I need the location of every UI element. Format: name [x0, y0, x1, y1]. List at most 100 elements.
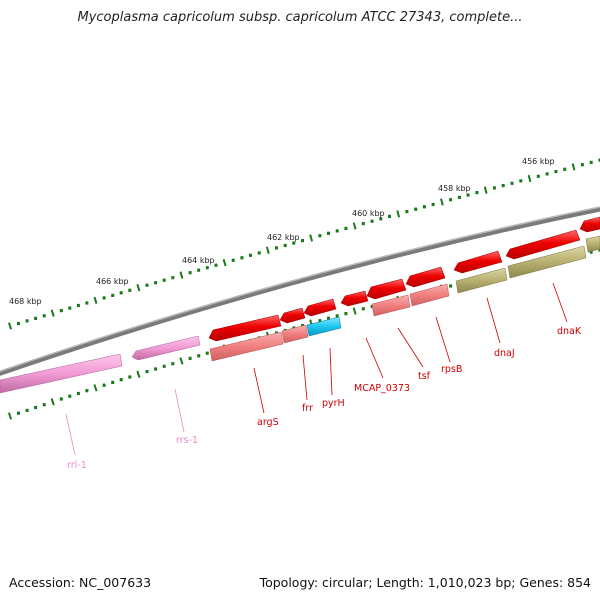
label-rpsb[interactable]: rpsB	[441, 364, 462, 375]
outer-ruler-minor-tick	[580, 163, 584, 167]
inner-ruler-major-tick	[136, 370, 141, 378]
inner-ruler-minor-tick	[85, 389, 89, 393]
gene-arrow-mcap0373[interactable]	[340, 290, 369, 307]
feature-track	[0, 235, 600, 394]
feature-bar-olive-3[interactable]	[455, 267, 508, 294]
inner-ruler-minor-tick	[361, 307, 365, 311]
inner-ruler-minor-tick	[59, 397, 63, 401]
outer-ruler-minor-tick	[563, 167, 567, 171]
label-mcap0373[interactable]: MCAP_0373	[354, 383, 410, 394]
inner-ruler-minor-tick	[119, 378, 123, 382]
outer-ruler-minor-tick	[59, 309, 63, 313]
gene-labels: dnaK dnaJ rpsB tsf MCAP_0373 pyrH frr ar…	[65, 282, 582, 471]
outer-ruler-major-tick	[8, 322, 12, 330]
feature-bar-rrl1[interactable]	[0, 353, 123, 394]
label-dnak[interactable]: dnaK	[557, 326, 582, 337]
outer-ruler-minor-tick	[188, 271, 192, 275]
inner-ruler-minor-tick	[188, 356, 192, 360]
outer-ruler-minor-tick	[457, 195, 461, 200]
outer-ruler-major-tick	[352, 222, 357, 230]
ruler-label-468: 468 kbp	[9, 297, 42, 306]
label-rrs1[interactable]: rrs-1	[176, 435, 198, 446]
outer-ruler-minor-tick	[145, 283, 149, 287]
outer-ruler-minor-tick	[292, 241, 296, 245]
feature-bar-olive-1[interactable]	[585, 235, 600, 253]
outer-ruler-minor-tick	[154, 281, 158, 285]
outer-ruler-minor-tick	[76, 303, 80, 308]
label-dnaj[interactable]: dnaJ	[494, 348, 515, 359]
feature-bar-olive-2[interactable]	[507, 245, 587, 279]
label-args[interactable]: argS	[257, 417, 279, 428]
outer-ruler-minor-tick	[318, 234, 322, 238]
outer-ruler-major-tick	[50, 309, 55, 317]
outer-ruler-major-tick	[571, 163, 576, 171]
inner-ruler-minor-tick	[335, 314, 339, 318]
inner-ruler-major-tick	[7, 412, 13, 420]
outer-ruler-minor-tick	[171, 276, 175, 280]
outer-ruler-minor-tick	[510, 181, 514, 185]
outer-ruler-minor-tick	[501, 184, 505, 188]
inner-ruler-major-tick	[93, 384, 98, 392]
gene-arrow-dnaj[interactable]	[453, 250, 503, 274]
genome-backbone-highlight	[0, 206, 600, 373]
ruler-label-464: 464 kbp	[182, 256, 215, 265]
gene-arrow-extra[interactable]	[579, 216, 600, 233]
inner-ruler-minor-tick	[344, 312, 348, 316]
outer-ruler-minor-tick	[589, 160, 593, 165]
outer-ruler-minor-tick	[422, 205, 426, 209]
genome-backbone	[0, 206, 600, 376]
outer-ruler-minor-tick	[249, 253, 252, 257]
outer-ruler-minor-tick	[68, 306, 72, 310]
outer-ruler-minor-tick	[554, 170, 558, 174]
inner-ruler-major-tick	[352, 307, 357, 315]
outer-ruler-minor-tick	[214, 263, 218, 267]
outer-ruler-major-tick	[309, 234, 314, 242]
outer-ruler-major-tick	[136, 284, 141, 292]
outer-ruler-minor-tick	[379, 217, 383, 221]
inner-ruler-minor-tick	[162, 364, 166, 368]
feature-bar-salmon-3[interactable]	[281, 324, 309, 344]
inner-ruler-minor-tick	[17, 411, 20, 415]
outer-ruler-minor-tick	[301, 239, 304, 243]
outer-ruler-minor-tick	[17, 321, 20, 326]
feature-bar-salmon-4[interactable]	[209, 331, 284, 362]
feature-bar-cyan[interactable]	[306, 316, 342, 337]
label-tsf[interactable]: tsf	[418, 371, 431, 382]
outer-ruler-minor-tick	[475, 191, 479, 195]
feature-bar-salmon-1[interactable]	[409, 283, 450, 307]
label-pyrh[interactable]: pyrH	[322, 398, 345, 409]
gene-arrow-rpsb[interactable]	[405, 266, 446, 288]
outer-ruler-minor-tick	[231, 258, 235, 262]
outer-ruler-minor-tick	[34, 316, 38, 320]
label-rrl1[interactable]: rrl-1	[67, 460, 87, 471]
outer-ruler-minor-tick	[388, 214, 391, 219]
outer-ruler-minor-tick	[111, 293, 115, 297]
gene-arrow-frr[interactable]	[279, 307, 306, 324]
inner-ruler-minor-tick	[145, 370, 149, 374]
genome-summary-text: Topology: circular; Length: 1,010,023 bp…	[259, 575, 591, 590]
inner-ruler-minor-tick	[76, 391, 80, 396]
outer-ruler-minor-tick	[240, 256, 244, 260]
outer-ruler-minor-tick	[405, 210, 409, 214]
ruler-label-466: 466 kbp	[96, 277, 129, 286]
outer-ruler-minor-tick	[283, 243, 287, 248]
gene-arrow-args[interactable]	[208, 314, 282, 342]
gene-arrow-tsf[interactable]	[366, 278, 407, 300]
feature-bar-salmon-2[interactable]	[371, 294, 411, 317]
outer-ruler-minor-tick	[128, 288, 132, 292]
outer-ruler-major-tick	[527, 174, 532, 183]
label-frr[interactable]: frr	[302, 403, 313, 414]
map-title: Mycoplasma capricolum subsp. capricolum …	[77, 10, 523, 25]
outer-ruler-major-tick	[483, 186, 488, 194]
gene-arrow-pyrh[interactable]	[303, 298, 337, 317]
outer-ruler-minor-tick	[42, 314, 46, 318]
inner-ruler-minor-tick	[449, 284, 453, 288]
forward-strand-features	[131, 216, 600, 361]
outer-ruler-minor-tick	[492, 186, 496, 190]
outer-ruler-minor-tick	[205, 266, 209, 270]
outer-ruler-minor-tick	[85, 301, 89, 305]
gene-arrow-rrs1[interactable]	[131, 335, 201, 361]
outer-ruler-minor-tick	[370, 219, 374, 223]
gene-arrow-dnak[interactable]	[505, 229, 581, 260]
